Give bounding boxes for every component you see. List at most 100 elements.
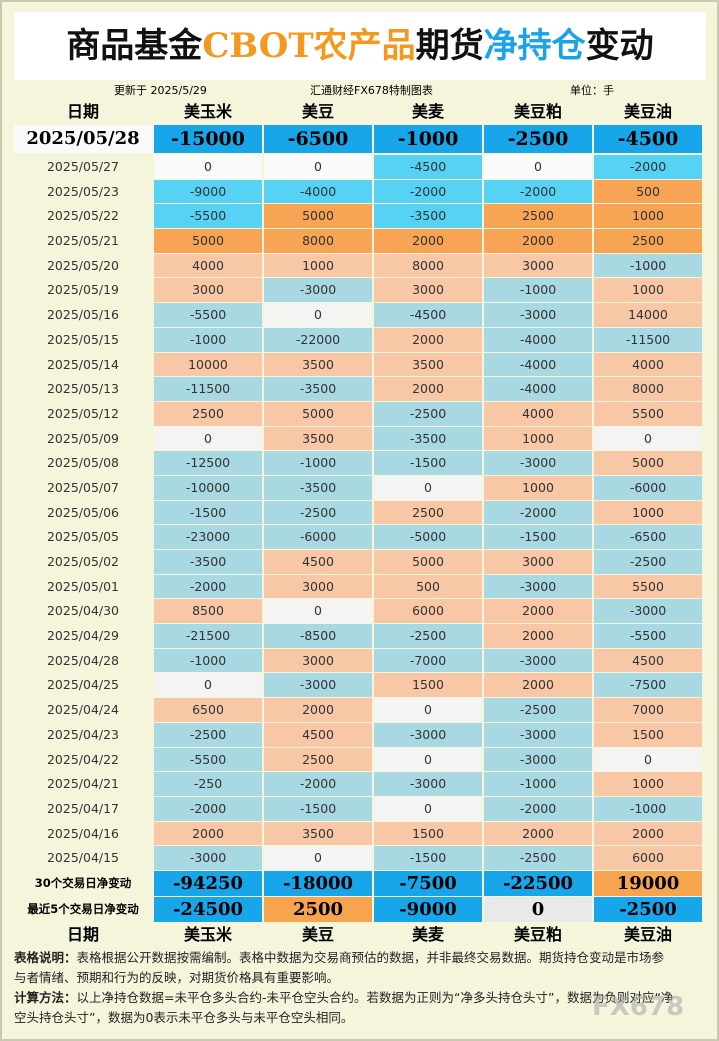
date-cell: 2025/04/21	[46, 776, 120, 792]
column-header: 美豆粕	[513, 102, 562, 121]
value-cell: -1500	[374, 846, 482, 870]
summary-label: 最近5个交易日净变动	[27, 901, 139, 916]
date-cell: 2025/05/27	[46, 159, 120, 174]
date-cell: 2025/04/16	[46, 825, 120, 841]
value-cell: 0	[374, 475, 482, 500]
date-cell: 2025/04/23	[46, 726, 120, 742]
value-cell: -6500	[264, 125, 372, 153]
date-cell: 2025/05/15	[46, 331, 120, 347]
value-cell: -6000	[264, 525, 372, 549]
value-cell: -2500	[264, 500, 372, 525]
value-cell: 4500	[264, 722, 372, 747]
value-cell: -22500	[484, 870, 592, 896]
value-cell: 1000	[484, 426, 592, 451]
value-cell: -2500	[374, 401, 482, 426]
watermark: FX678	[592, 992, 685, 1022]
data-row: 2025/05/16 -5500 0 -4500 -3000 14000	[14, 303, 706, 327]
data-row: 2025/05/15 -1000 -22000 2000 -4000 -11500	[14, 327, 706, 352]
note-label: 表格说明：	[14, 950, 77, 965]
value-cell: -2500	[594, 550, 702, 574]
value-cell: 2500	[154, 401, 262, 426]
value-cell: 4000	[594, 352, 702, 377]
value-cell: 2000	[484, 229, 592, 253]
value-cell: -3000	[484, 451, 592, 475]
value-cell: 3500	[264, 426, 372, 451]
data-row: 2025/04/30 8500 0 6000 2000 -3000	[14, 599, 706, 624]
data-row: 2025/04/15 -3000 0 -1500 -2500 6000	[14, 846, 706, 870]
date-cell: 2025/04/24	[46, 702, 120, 718]
value-cell: -2000	[374, 179, 482, 204]
value-cell: -2500	[484, 125, 592, 153]
value-cell: 8000	[264, 229, 372, 253]
value-cell: 5000	[594, 451, 702, 475]
value-cell: 4500	[264, 550, 372, 574]
value-cell: -1000	[154, 648, 262, 673]
value-cell: -2500	[484, 698, 592, 722]
value-cell: -24500	[154, 896, 262, 922]
value-cell: 4000	[484, 401, 592, 426]
data-row: 2025/04/25 0 -3000 1500 2000 -7500	[14, 673, 706, 698]
value-cell: 14000	[594, 303, 702, 327]
updated: 更新于 2025/5/29	[114, 84, 207, 97]
value-cell: 0	[154, 426, 262, 451]
value-cell: -7000	[374, 648, 482, 673]
value-cell: 3000	[484, 550, 592, 574]
value-cell: -3000	[374, 722, 482, 747]
data-row: 2025/05/12 2500 5000 -2500 4000 5500	[14, 401, 706, 426]
title-part: 期货	[415, 26, 484, 66]
note: 计算方法：以上净持仓数据=未平仓多头合约-未平仓空头合约。若数据为正则为“净多头…	[14, 988, 674, 1028]
value-cell: 8500	[154, 599, 262, 624]
value-cell: 2500	[264, 896, 372, 922]
value-cell: -21500	[154, 624, 262, 648]
value-cell: -5500	[594, 624, 702, 648]
column-header: 美玉米	[183, 102, 232, 121]
summary-row: 最近5个交易日净变动 -24500 2500 -9000 0 -2500	[14, 896, 706, 922]
value-cell: 2000	[484, 673, 592, 698]
column-header: 美豆	[301, 102, 334, 121]
value-cell: -2500	[594, 896, 702, 922]
value-cell: 0	[154, 155, 262, 179]
latest-row: 2025/05/28 -15000 -6500 -1000 -2500 -4500	[14, 125, 706, 153]
value-cell: -4500	[374, 303, 482, 327]
value-cell: -3000	[484, 574, 592, 599]
value-cell: -3500	[374, 204, 482, 229]
value-cell: -2000	[264, 772, 372, 796]
value-cell: -1000	[594, 796, 702, 821]
value-cell: -3000	[154, 846, 262, 870]
value-cell: -5500	[154, 303, 262, 327]
notes: 表格说明：表格根据公开数据按需编制。表格中数据为交易商预估的数据，并非最终交易数…	[14, 948, 674, 1028]
value-cell: -3000	[484, 747, 592, 772]
date-cell: 2025/04/30	[46, 603, 120, 619]
value-cell: 0	[264, 155, 372, 179]
value-cell: -4500	[374, 155, 482, 179]
column-header: 美麦	[411, 102, 444, 121]
note-text: 以上净持仓数据=未平仓多头合约-未平仓空头合约。若数据为正则为“净多头持仓头寸”…	[14, 990, 674, 1025]
value-cell: -3500	[264, 475, 372, 500]
data-row: 2025/04/17 -2000 -1500 0 -2000 -1000	[14, 796, 706, 821]
value-cell: 10000	[154, 352, 262, 377]
value-cell: 7000	[594, 698, 702, 722]
value-cell: 0	[484, 896, 592, 922]
value-cell: 4000	[154, 253, 262, 278]
date-cell: 2025/05/09	[46, 430, 120, 446]
value-cell: -3500	[154, 550, 262, 574]
value-cell: 2000	[484, 821, 592, 846]
date-cell: 2025/04/15	[46, 850, 120, 866]
value-cell: -250	[154, 772, 262, 796]
value-cell: -3000	[484, 303, 592, 327]
data-row: 2025/04/22 -5500 2500 0 -3000 0	[14, 747, 706, 772]
value-cell: -3500	[374, 426, 482, 451]
value-cell: 6500	[154, 698, 262, 722]
title-part: 商品基金	[66, 26, 203, 66]
value-cell: -4000	[264, 179, 372, 204]
value-cell: 2000	[484, 624, 592, 648]
title-part: CBOT农产品	[202, 26, 416, 66]
value-cell: -1000	[484, 772, 592, 796]
date-cell: 2025/04/29	[46, 628, 120, 644]
value-cell: 2000	[594, 821, 702, 846]
value-cell: 8000	[594, 377, 702, 401]
data-row: 2025/05/08 -12500 -1000 -1500 -3000 5000	[14, 451, 706, 475]
date-cell: 2025/05/02	[46, 554, 120, 569]
data-row: 2025/04/28 -1000 3000 -7000 -3000 4500	[14, 648, 706, 673]
header-row: 日期 美玉米 美豆 美麦 美豆粕 美豆油	[14, 923, 706, 947]
